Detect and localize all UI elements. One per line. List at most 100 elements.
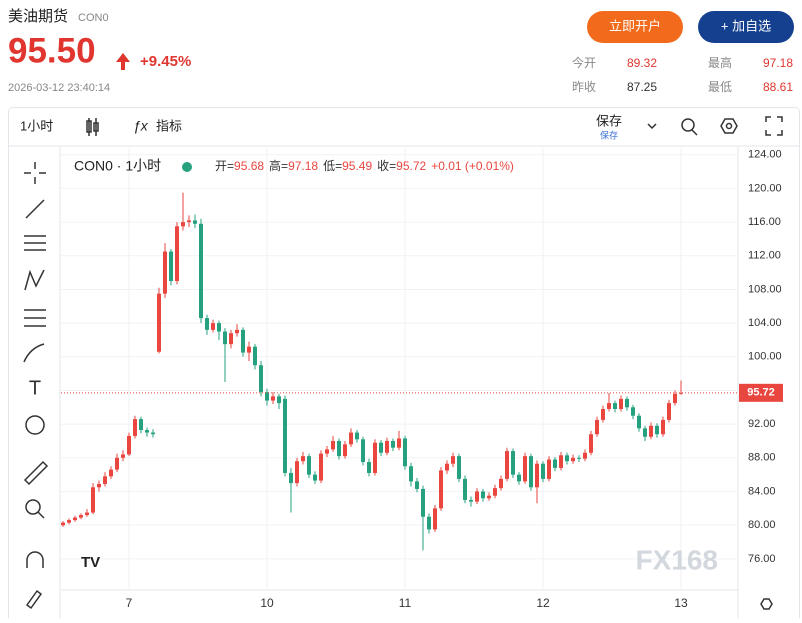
dropdown[interactable] [647,123,657,130]
stat-value: 97.18 [763,56,793,70]
y-tick-label: 80.00 [748,519,776,531]
brush-tool[interactable] [23,343,45,363]
legend-item: 开= [215,159,234,173]
candle-body [289,472,293,484]
up-arrow [116,53,130,70]
candle-body [157,293,161,352]
candle-body [409,466,413,482]
candle-body [487,495,491,499]
interval[interactable]: 1小时 [20,118,53,133]
x-tick-label: 13 [674,596,688,610]
y-tick-label: 108.00 [748,283,782,295]
candle-body [211,323,215,330]
candle-body [559,455,563,468]
magnet-tool[interactable] [26,551,44,568]
zoom-tool[interactable] [25,499,45,519]
candle-body [241,329,245,353]
candle-body [115,457,119,470]
candle-body [589,434,593,453]
y-tick-label: 88.00 [748,452,776,464]
pattern-tool[interactable] [24,269,45,291]
ruler-tool[interactable] [23,460,49,486]
emoji-tool[interactable] [25,415,45,435]
fullscreen-icon[interactable] [765,116,783,136]
y-tick-label: 92.00 [748,418,776,430]
tv-logo: TV [81,554,100,571]
candle-body [619,398,623,409]
legend-item: 95.72 [396,159,426,173]
stat-label: 昨收 [572,80,596,94]
fx-icon[interactable]: ƒx [133,118,149,134]
watchlist-label[interactable]: + 加自选 [721,18,771,33]
save[interactable]: 保存 [596,113,622,128]
candle-body [295,461,299,484]
candle-body [565,455,569,462]
candle-body [649,425,653,437]
stat-label: 最高 [708,55,732,70]
indicator[interactable]: 指标 [156,118,182,133]
candle-body [469,499,473,502]
candle-body [73,517,77,521]
candle-body [199,223,203,319]
candle-body [223,331,227,345]
candle-body [439,470,443,509]
open-account-label[interactable]: 立即开户 [609,18,661,33]
candle-body [643,428,647,437]
candle-body [493,488,497,496]
line-tool[interactable] [25,199,45,219]
candle-body [301,456,305,462]
candle-body [253,346,257,366]
stat-label: 今开 [572,55,596,70]
legend-symbol: CON0 · 1小时 [74,158,161,174]
alert-icon[interactable] [681,118,698,136]
code: CON0 [78,12,109,24]
crosshair-tool[interactable] [24,162,46,184]
candle-body [385,440,389,453]
candle-body [571,457,575,462]
candle-body [577,457,581,459]
candle-body [541,463,545,479]
watermark: FX168 [636,544,719,575]
candle-body [121,454,125,458]
candle-body [517,474,521,482]
candle-body [169,251,173,282]
y-tick-label: 100.00 [748,351,782,363]
legend-item: 高= [269,158,288,173]
name: 美油期货 [8,8,68,25]
fib-tool[interactable] [24,309,46,327]
last-price-label: 95.72 [747,387,775,399]
lock-tool[interactable] [25,589,43,610]
candle-icon[interactable] [86,118,99,136]
candle-body [535,463,539,488]
candle-body [271,396,275,401]
legend-item: 95.49 [342,159,372,173]
candle-body [451,456,455,464]
save-sub: 保存 [600,129,618,140]
candle-body [175,226,179,282]
candle-body [445,463,449,471]
candle-body [427,516,431,530]
candle-body [607,403,611,409]
hlines-tool[interactable] [24,235,46,251]
settings-icon[interactable] [720,118,738,134]
candle-body [631,407,635,416]
candle-body [553,459,557,468]
candle-body [61,522,65,526]
legend-item: 收= [377,159,396,173]
candle-body [139,419,143,431]
candle-body [85,512,89,516]
y-tick-label: 84.00 [748,485,776,497]
open-account-btn[interactable] [587,11,683,43]
candle-body [379,442,383,453]
stat-label: 最低 [708,80,732,94]
axis-settings[interactable] [760,598,773,610]
candle-body [235,329,239,334]
candle-body [283,398,287,473]
text-tool[interactable]: T [29,377,41,399]
candle-body [433,508,437,530]
candle-body [421,488,425,517]
candle-body [247,346,251,353]
candle-body [343,444,347,457]
watchlist-btn[interactable] [698,11,794,43]
